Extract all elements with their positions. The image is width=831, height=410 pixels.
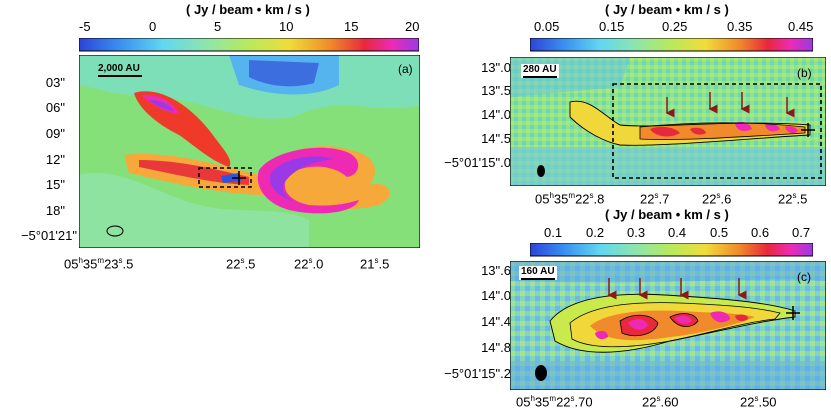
ytick-b: 14".5 [481,131,511,146]
ytick-c: 14".4 [481,314,511,329]
colorbar-c-tick: 0.3 [627,225,646,240]
ytick-a: 15" [45,177,65,192]
colorbar-c-title: ( Jy / beam • km / s ) [605,207,729,222]
ytick-c: 14".8 [481,340,511,355]
xtick-b: 22s.5 [778,191,808,207]
ytick-b: 13".5 [481,83,511,98]
ytick-c: −5°01'15".2 [444,366,511,381]
colorbar-a-tick: 5 [214,19,222,34]
colorbar-b-tick: 0.45 [788,19,814,34]
colorbar-b-tick: 0.05 [534,19,560,34]
xtick-a: 22s.0 [294,256,324,272]
colorbar-c-tick: 0.1 [544,225,563,240]
colorbar-a-tick: 0 [149,19,157,34]
ytick-a: 03" [45,75,65,90]
ytick-a: 09" [45,126,65,141]
colorbar-a-tick: -5 [79,19,91,34]
colorbar-c-tick: 0.5 [710,225,729,240]
colorbar-a [79,38,419,52]
colorbar-b-tick: 0.15 [599,19,625,34]
xtick-a: 22s.5 [226,256,256,272]
colorbar-c [530,243,813,257]
xtick-a: 21s.5 [360,256,390,272]
ytick-c: 14".0 [481,288,511,303]
xtick-a: 05h35m23s.5 [64,256,134,272]
ytick-a: 06" [45,100,65,115]
colorbar-b [530,38,813,52]
xtick-c: 22s.60 [642,394,679,410]
colorbar-a-title: ( Jy / beam • km / s ) [186,2,310,17]
colorbar-a-tick: 10 [279,19,294,34]
panel-a-label: (a) [398,62,413,76]
ytick-a: 18" [45,203,65,218]
colorbar-a-tick: 15 [344,19,359,34]
colorbar-b-tick: 0.35 [727,19,753,34]
ytick-b: −5°01'15".0 [444,155,511,170]
scale-bar-b: 280 AU [521,64,559,78]
map-a [79,55,420,248]
scale-label-c: 160 AU [521,266,555,277]
ytick-b: 13".0 [481,60,511,75]
colorbar-c-tick: 0.7 [792,225,811,240]
xtick-b: 22s.6 [702,191,732,207]
panel-c-label: (c) [797,270,811,284]
ytick-a: −5°01'21" [20,228,77,243]
scale-label-b: 280 AU [523,64,557,75]
ytick-c: 13".6 [481,263,511,278]
scale-label-a: 2,000 AU [98,63,140,74]
scale-line-b [523,76,557,78]
scale-bar-a: 2,000 AU [98,63,142,77]
xtick-b: 05h35m22s.8 [535,191,605,207]
scale-bar-c: 160 AU [519,266,557,280]
scale-line-c [521,278,555,280]
map-b [510,57,826,186]
colorbar-c-tick: 0.6 [751,225,770,240]
map-c [510,261,826,390]
xtick-c: 05h35m22s.70 [516,394,593,410]
ytick-b: 14".0 [481,107,511,122]
colorbar-c-tick: 0.2 [586,225,605,240]
panel-b-label: (b) [797,66,812,80]
xtick-b: 22s.7 [640,191,670,207]
ytick-a: 12" [45,152,65,167]
xtick-c: 22s.50 [740,394,777,410]
colorbar-b-title: ( Jy / beam • km / s ) [605,2,729,17]
colorbar-c-tick: 0.4 [668,225,687,240]
scale-line-a [98,75,142,77]
colorbar-b-tick: 0.25 [662,19,688,34]
colorbar-a-tick: 20 [405,19,420,34]
